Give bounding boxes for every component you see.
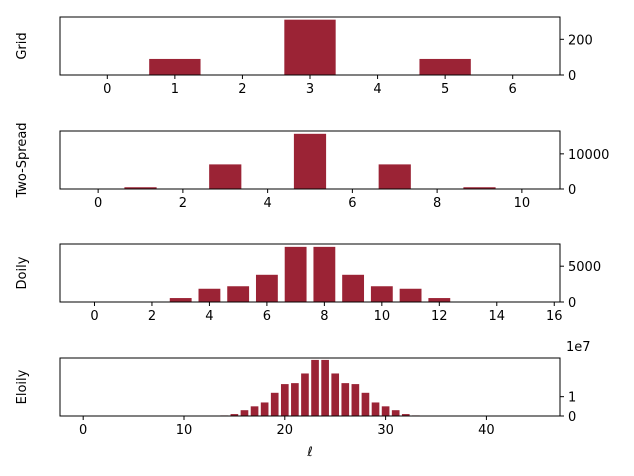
axes-frame-2 [59, 130, 561, 190]
x-tick-label-1-4: 4 [373, 82, 381, 97]
x-tick-label-3-10: 10 [374, 309, 391, 324]
bar-3-10 [370, 286, 393, 302]
y-tick-label-3-0: 0 [568, 296, 576, 311]
bar-2-1 [124, 187, 157, 189]
x-axis-label: ℓ [306, 445, 312, 460]
bar-4-25 [331, 373, 340, 416]
x-tick-label-1-5: 5 [441, 82, 449, 97]
y-tick-label-3-5000: 5000 [568, 260, 601, 275]
y-axis-label-3: Doily [15, 256, 30, 289]
x-tick-label-3-14: 14 [489, 309, 506, 324]
bar-3-6 [255, 274, 278, 302]
bar-4-24 [321, 359, 329, 416]
bar-3-4 [198, 288, 221, 302]
x-tick-label-3-8: 8 [320, 309, 328, 324]
bar-4-20 [280, 384, 289, 416]
bar-3-8 [313, 246, 336, 302]
bar-3-5 [227, 286, 250, 302]
x-tick-label-2-6: 6 [348, 196, 356, 211]
bar-4-26 [341, 383, 350, 416]
bar-4-15 [230, 414, 239, 416]
y-tick-label-4-1: 1 [568, 391, 576, 406]
bar-1-3 [284, 19, 336, 75]
y-tick-label-2-10000: 10000 [568, 148, 609, 163]
y-tick-label-1-0: 0 [568, 69, 576, 84]
bar-2-9 [463, 187, 496, 189]
x-tick-label-3-16: 16 [546, 309, 563, 324]
x-tick-label-1-2: 2 [238, 82, 246, 97]
bar-4-30 [381, 406, 390, 416]
bar-4-23 [311, 359, 319, 416]
bar-3-3 [169, 298, 192, 302]
x-tick-label-2-4: 4 [263, 196, 271, 211]
bar-2-3 [209, 164, 242, 189]
bar-1-1 [149, 58, 201, 75]
x-tick-label-2-2: 2 [179, 196, 187, 211]
bar-3-9 [342, 274, 365, 302]
x-tick-label-1-0: 0 [103, 82, 111, 97]
x-tick-label-4-0: 0 [79, 423, 87, 438]
bar-4-21 [291, 383, 299, 416]
x-tick-label-2-0: 0 [94, 196, 102, 211]
bar-4-22 [301, 373, 309, 416]
x-tick-label-2-8: 8 [433, 196, 441, 211]
bar-2-7 [378, 164, 411, 189]
x-tick-label-1-1: 1 [171, 82, 179, 97]
x-tick-label-4-20: 20 [277, 423, 294, 438]
bar-4-18 [260, 402, 269, 416]
x-tick-label-2-10: 10 [514, 196, 531, 211]
bar-1-5 [419, 58, 471, 75]
x-tick-label-4-30: 30 [377, 423, 394, 438]
bar-3-11 [399, 288, 422, 302]
x-tick-label-4-40: 40 [478, 423, 495, 438]
bar-3-12 [428, 298, 451, 302]
y-exponent-label-4: 1e7 [566, 340, 591, 355]
y-axis-label-1: Grid [15, 32, 30, 59]
bar-4-17 [250, 406, 259, 416]
bar-4-16 [240, 410, 249, 416]
bar-4-28 [361, 392, 370, 416]
x-tick-label-3-0: 0 [90, 309, 98, 324]
x-tick-label-3-6: 6 [263, 309, 271, 324]
axes-frame-4 [59, 357, 561, 417]
x-tick-label-1-6: 6 [509, 82, 517, 97]
x-tick-label-1-3: 3 [306, 82, 314, 97]
x-tick-label-4-10: 10 [176, 423, 193, 438]
bar-4-19 [270, 392, 279, 416]
x-tick-label-3-4: 4 [205, 309, 213, 324]
x-tick-label-3-12: 12 [431, 309, 448, 324]
bar-3-7 [284, 246, 307, 302]
y-axis-label-2: Two-Spread [15, 122, 30, 198]
bar-4-32 [401, 414, 410, 416]
y-tick-label-1-200: 200 [568, 33, 593, 48]
y-tick-label-4-0: 0 [568, 410, 576, 425]
axes-frame-3 [59, 243, 561, 303]
bar-2-5 [293, 133, 327, 189]
bar-4-27 [351, 384, 360, 416]
x-tick-label-3-2: 2 [148, 309, 156, 324]
y-tick-label-2-0: 0 [568, 183, 576, 198]
bar-4-29 [371, 402, 380, 416]
bar-4-31 [391, 410, 400, 416]
y-axis-label-4: Eloily [15, 369, 30, 404]
